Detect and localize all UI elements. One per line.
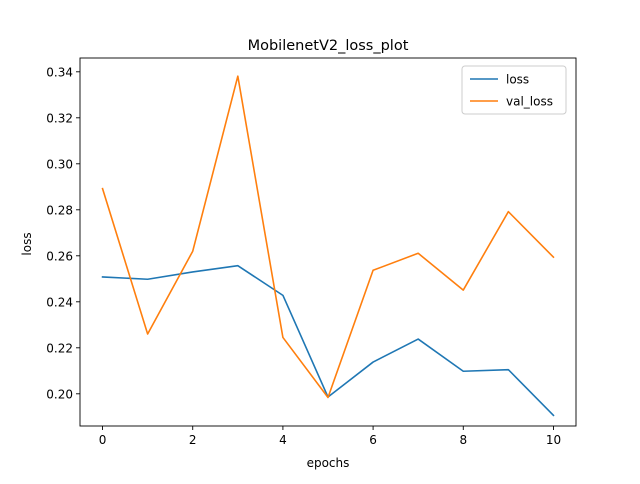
y-tick-label: 0.34 [46, 65, 73, 79]
legend-label-loss: loss [506, 73, 529, 87]
series-line-val-loss [101, 75, 555, 399]
x-tick-label: 4 [279, 433, 287, 447]
y-axis-label: loss [20, 232, 34, 255]
legend-box [461, 65, 567, 115]
y-tick-label: 0.28 [46, 203, 73, 217]
x-tick-label: 2 [189, 433, 197, 447]
x-tick-label: 8 [459, 433, 467, 447]
legend-label-val-loss: val_loss [506, 95, 553, 109]
y-tick-label: 0.22 [46, 341, 73, 355]
y-tick-label: 0.32 [46, 111, 73, 125]
y-tick-label: 0.26 [46, 249, 73, 263]
axes-frame [79, 57, 577, 427]
y-tick-label: 0.20 [46, 387, 73, 401]
chart-title: MobilenetV2_loss_plot [248, 38, 409, 54]
y-tick-label: 0.30 [46, 157, 73, 171]
x-axis-label: epochs [307, 456, 350, 470]
plot-area: 0 2 4 6 8 10 0.20 0.22 0.24 0.26 0.28 0.30 0.32 0.34 l… [46, 57, 577, 447]
x-tick-label: 10 [546, 433, 561, 447]
x-tick-label: 6 [369, 433, 377, 447]
x-tick-label: 0 [99, 433, 107, 447]
y-tick-label: 0.24 [46, 295, 73, 309]
